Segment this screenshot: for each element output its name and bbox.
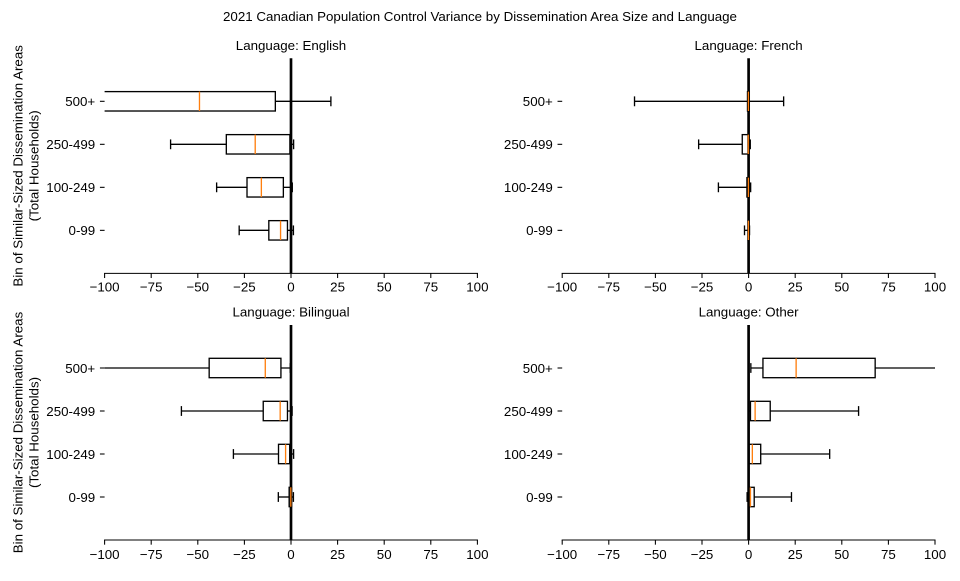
svg-text:Language: Other: Language: Other [699,305,800,320]
svg-text:−75: −75 [597,280,620,295]
svg-text:100-249: 100-249 [46,180,95,195]
svg-text:2021 Canadian Population Contr: 2021 Canadian Population Control Varianc… [223,9,737,24]
svg-text:−50: −50 [644,280,667,295]
svg-text:25: 25 [330,280,345,295]
svg-text:−75: −75 [140,547,163,562]
svg-text:−100: −100 [90,280,120,295]
svg-text:75: 75 [423,547,438,562]
svg-text:100: 100 [924,280,946,295]
svg-text:−25: −25 [233,547,256,562]
svg-text:100-249: 100-249 [46,447,95,462]
svg-text:−75: −75 [597,547,620,562]
svg-text:−75: −75 [140,280,163,295]
svg-text:−25: −25 [233,280,256,295]
svg-text:100: 100 [466,280,488,295]
svg-text:0: 0 [745,547,752,562]
svg-text:0-99: 0-99 [69,490,96,505]
svg-text:75: 75 [881,547,896,562]
svg-text:100-249: 100-249 [504,447,553,462]
svg-text:0: 0 [287,547,294,562]
svg-text:250-499: 250-499 [46,404,95,419]
svg-text:−100: −100 [547,280,577,295]
svg-text:100-249: 100-249 [504,180,553,195]
svg-text:(Total Households): (Total Households) [27,110,42,221]
svg-text:75: 75 [881,280,896,295]
svg-text:Language: English: Language: English [236,38,346,53]
svg-text:250-499: 250-499 [504,137,553,152]
svg-text:50: 50 [834,280,849,295]
svg-text:100: 100 [466,547,488,562]
svg-text:250-499: 250-499 [46,137,95,152]
svg-text:500+: 500+ [65,361,95,376]
svg-text:Bin of Similar-Sized Dissemina: Bin of Similar-Sized Dissemination Areas [11,45,26,287]
svg-text:−100: −100 [547,547,577,562]
svg-text:50: 50 [377,547,392,562]
svg-text:25: 25 [330,547,345,562]
svg-text:Bin of Similar-Sized Dissemina: Bin of Similar-Sized Dissemination Areas [11,311,26,553]
svg-text:(Total Households): (Total Households) [27,377,42,488]
svg-text:100: 100 [924,547,946,562]
svg-text:500+: 500+ [523,361,553,376]
svg-text:500+: 500+ [65,94,95,109]
svg-text:0-99: 0-99 [526,223,553,238]
svg-text:−50: −50 [644,547,667,562]
svg-text:25: 25 [788,547,803,562]
svg-text:50: 50 [377,280,392,295]
svg-text:Language: Bilingual: Language: Bilingual [232,305,349,320]
svg-text:Language: French: Language: French [695,38,803,53]
svg-text:0: 0 [745,280,752,295]
svg-text:0-99: 0-99 [526,490,553,505]
svg-text:0: 0 [287,280,294,295]
svg-text:75: 75 [423,280,438,295]
svg-text:25: 25 [788,280,803,295]
svg-text:−100: −100 [90,547,120,562]
svg-text:50: 50 [834,547,849,562]
svg-text:−25: −25 [691,280,714,295]
svg-text:250-499: 250-499 [504,404,553,419]
svg-text:−50: −50 [186,280,209,295]
svg-text:−25: −25 [691,547,714,562]
svg-text:−50: −50 [186,547,209,562]
svg-text:0-99: 0-99 [69,223,96,238]
svg-text:500+: 500+ [523,94,553,109]
